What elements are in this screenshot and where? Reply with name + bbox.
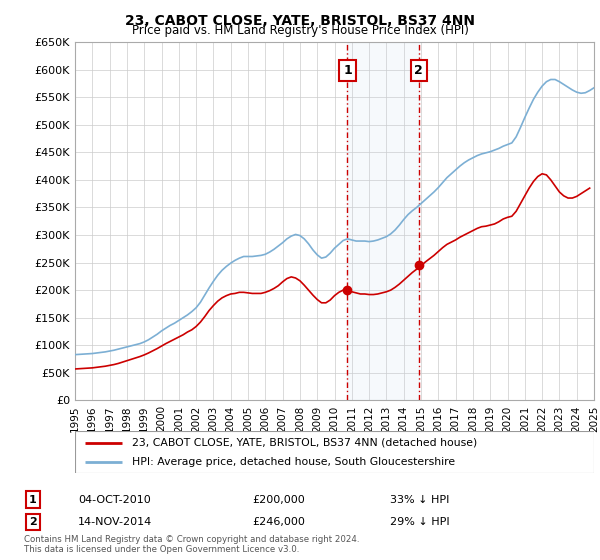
Text: £200,000: £200,000 bbox=[252, 494, 305, 505]
Text: Price paid vs. HM Land Registry's House Price Index (HPI): Price paid vs. HM Land Registry's House … bbox=[131, 24, 469, 37]
Text: 2: 2 bbox=[415, 64, 423, 77]
Text: 2: 2 bbox=[29, 517, 37, 527]
Text: 1: 1 bbox=[343, 64, 352, 77]
Text: HPI: Average price, detached house, South Gloucestershire: HPI: Average price, detached house, Sout… bbox=[132, 457, 455, 467]
Text: 04-OCT-2010: 04-OCT-2010 bbox=[78, 494, 151, 505]
Text: 23, CABOT CLOSE, YATE, BRISTOL, BS37 4NN: 23, CABOT CLOSE, YATE, BRISTOL, BS37 4NN bbox=[125, 14, 475, 28]
Text: 1: 1 bbox=[29, 494, 37, 505]
Text: £246,000: £246,000 bbox=[252, 517, 305, 527]
Text: 29% ↓ HPI: 29% ↓ HPI bbox=[390, 517, 449, 527]
Text: Contains HM Land Registry data © Crown copyright and database right 2024.
This d: Contains HM Land Registry data © Crown c… bbox=[24, 535, 359, 554]
Text: 14-NOV-2014: 14-NOV-2014 bbox=[78, 517, 152, 527]
Text: 33% ↓ HPI: 33% ↓ HPI bbox=[390, 494, 449, 505]
Bar bbox=[347, 42, 419, 400]
Text: 23, CABOT CLOSE, YATE, BRISTOL, BS37 4NN (detached house): 23, CABOT CLOSE, YATE, BRISTOL, BS37 4NN… bbox=[132, 437, 478, 447]
